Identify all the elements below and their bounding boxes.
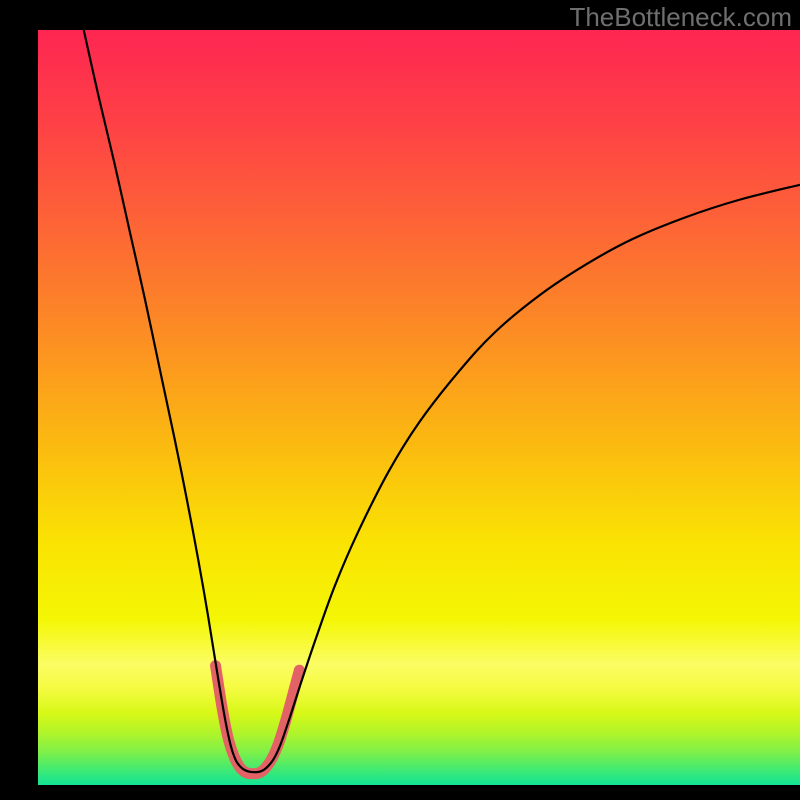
watermark-text: TheBottleneck.com <box>569 2 792 33</box>
chart-frame: TheBottleneck.com <box>0 0 800 800</box>
bottleneck-chart <box>38 30 800 785</box>
gradient-background <box>38 30 800 785</box>
